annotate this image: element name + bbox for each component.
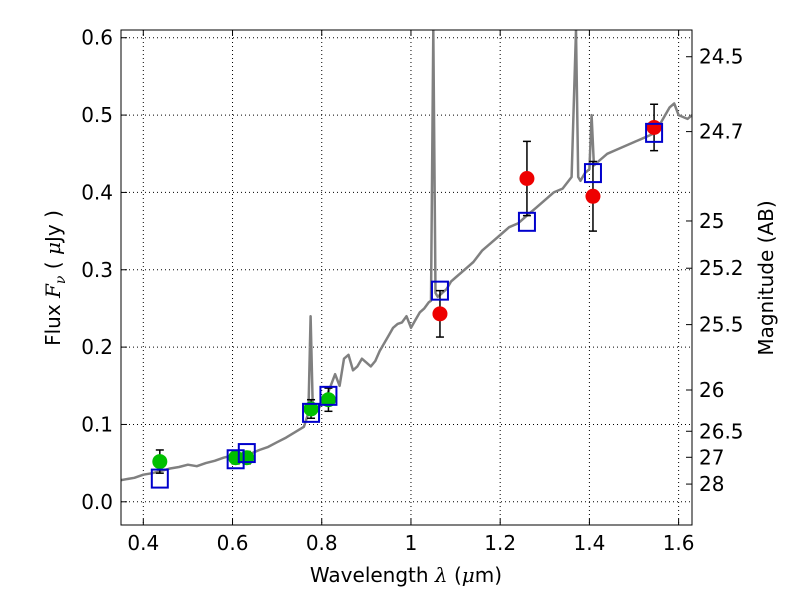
x-axis-label-mu: μ <box>462 563 475 587</box>
magnitude-tick-label: 26.5 <box>699 419 744 443</box>
magnitude-tick-label: 24.5 <box>699 45 744 69</box>
x-tick-label: 0.6 <box>217 531 249 555</box>
axes: 0.4 0.6 0.8 1 1.2 1.4 1.6 0.0 0.1 0.2 0.3 0.4 0.5 0.6… <box>81 26 743 555</box>
plot-area <box>121 30 692 489</box>
model-square <box>150 468 169 489</box>
model-square <box>645 122 664 143</box>
y-tick-label: 0.0 <box>81 490 113 514</box>
magnitude-tick-label: 25 <box>699 209 724 233</box>
grid <box>121 30 692 525</box>
plot-frame <box>120 29 693 526</box>
x-axis-label: Wavelength λ (μm) <box>310 563 502 587</box>
magnitude-tick-label: 27 <box>699 445 724 469</box>
x-axis-label-sym: λ <box>434 563 448 587</box>
y-tick-label: 0.1 <box>81 412 113 436</box>
y-axis-label-pre: Flux <box>41 298 65 346</box>
y-axis-label-sym: F <box>41 283 65 299</box>
x-axis-label-mid: ( <box>448 563 462 587</box>
y-tick-label: 0.6 <box>81 26 113 50</box>
magnitude-tick-label: 26 <box>699 378 724 402</box>
photometry-point <box>585 188 601 204</box>
x-axis-label-pre: Wavelength <box>310 563 435 587</box>
y-axis-label: Flux Fν ( μJy ) <box>41 210 69 346</box>
x-tick-label: 1.6 <box>663 531 695 555</box>
y-tick-label: 0.3 <box>81 258 113 282</box>
model-square <box>319 385 338 406</box>
magnitude-tick-label: 25.2 <box>699 256 744 280</box>
spectrum-line <box>121 30 692 482</box>
x-tick-label: 0.4 <box>127 531 159 555</box>
y-axis-label-mid: ( <box>41 255 65 276</box>
y-tick-label: 0.5 <box>81 103 113 127</box>
y-axis-label-sub: ν <box>53 275 69 284</box>
x-tick-label: 1.2 <box>484 531 516 555</box>
photometry-point <box>320 392 336 408</box>
model-square <box>430 280 449 301</box>
y-axis-label-post: Jy ) <box>41 210 65 244</box>
y-tick-label: 0.2 <box>81 335 113 359</box>
model-square <box>226 449 245 470</box>
photometry-point <box>432 306 448 322</box>
x-tick-label: 1 <box>405 531 418 555</box>
model-square <box>517 211 536 232</box>
photometry-point <box>519 171 535 186</box>
magnitude-axis-label: Magnitude (AB) <box>754 200 778 355</box>
magnitude-tick-label: 24.7 <box>699 120 744 144</box>
model-square <box>583 163 602 184</box>
photometry-point <box>152 454 168 470</box>
model-square <box>237 443 256 464</box>
x-tick-label: 1.4 <box>573 531 605 555</box>
model-square <box>302 402 321 423</box>
x-axis-label-post: m) <box>475 563 502 587</box>
magnitude-tick-label: 28 <box>699 472 724 496</box>
y-tick-label: 0.4 <box>81 180 113 204</box>
x-tick-label: 0.8 <box>306 531 338 555</box>
photometry-point <box>303 401 319 417</box>
photometry-point <box>646 119 662 135</box>
magnitude-tick-label: 25.5 <box>699 313 744 337</box>
y-axis-label-mu: μ <box>41 242 65 255</box>
